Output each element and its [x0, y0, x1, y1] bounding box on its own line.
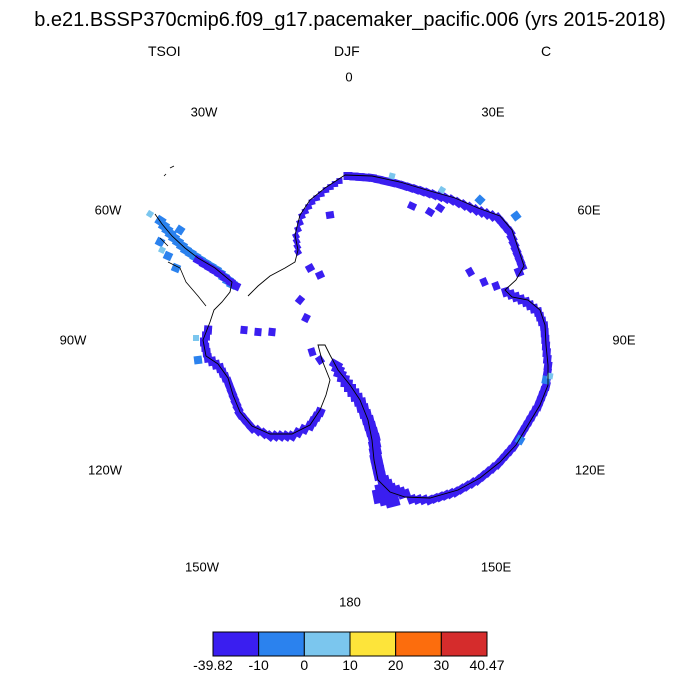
- grid-cell: [192, 254, 204, 266]
- grid-cell: [192, 334, 200, 342]
- colorbar-swatch: [303, 631, 351, 657]
- lon-label-30e: 30E: [481, 104, 505, 120]
- colorbar-swatch: [212, 631, 260, 657]
- grid-cell: [464, 266, 476, 278]
- grid-cell: [325, 210, 335, 220]
- coastline: [154, 174, 549, 499]
- colorbar-swatch: [349, 631, 397, 657]
- grid-cell: [374, 482, 391, 499]
- grid-cell: [406, 201, 418, 211]
- grid-cell: [434, 202, 446, 214]
- coastline-islands: [159, 165, 207, 307]
- colorbar-swatch: [440, 631, 488, 657]
- colorbar-tick-label: 20: [387, 657, 404, 673]
- grid-cell: [344, 384, 356, 392]
- grid-cell: [240, 325, 248, 335]
- lon-label-120w: 120W: [88, 462, 122, 478]
- lon-label-150e: 150E: [480, 559, 512, 575]
- grid-cell: [491, 281, 501, 291]
- lon-label-60w: 60W: [94, 202, 122, 218]
- units-label: C: [541, 43, 552, 59]
- lon-label-120e: 120E: [574, 462, 606, 478]
- grid-cell: [406, 493, 418, 505]
- colorbar-tick-label: -10: [248, 657, 269, 673]
- grid-cell: [170, 262, 182, 274]
- colorbar: [212, 631, 488, 657]
- grid-cell: [294, 294, 306, 306]
- tsoi-grid-cells: [145, 171, 554, 509]
- grid-cell: [294, 225, 302, 234]
- grid-cell: [154, 236, 166, 248]
- grid-cell: [162, 250, 174, 262]
- grid-cell: [388, 172, 396, 180]
- grid-cell: [307, 347, 317, 357]
- lon-label-30w: 30W: [190, 104, 218, 120]
- colorbar-swatch: [395, 631, 442, 657]
- grid-cell: [174, 224, 186, 236]
- colorbar-tick-label: 10: [342, 657, 358, 673]
- lon-label-150w: 150W: [185, 559, 219, 575]
- grid-cell: [268, 327, 276, 337]
- grid-cell: [157, 245, 167, 255]
- grid-cell: [193, 355, 203, 365]
- variable-label: TSOI: [148, 43, 181, 59]
- grid-cell: [510, 210, 522, 222]
- grid-cell: [254, 327, 262, 337]
- colorbar-tick-label: 30: [433, 657, 450, 673]
- grid-cell: [291, 231, 301, 241]
- lon-label-60e: 60E: [577, 202, 601, 218]
- lon-label-0: 0: [345, 69, 353, 85]
- grid-cell: [314, 270, 326, 280]
- grid-cell: [145, 209, 155, 219]
- grid-cell: [424, 206, 436, 218]
- lon-label-90w: 90W: [59, 332, 87, 348]
- grid-cell: [328, 358, 344, 372]
- colorbar-tick-label: 40.47: [469, 657, 505, 673]
- grid-cell: [304, 262, 316, 274]
- lon-label-180: 180: [339, 594, 361, 610]
- colorbar-swatch: [258, 631, 305, 657]
- colorbar-tick-label: -39.82: [193, 657, 233, 673]
- grid-cell: [437, 185, 447, 195]
- grid-cell: [474, 194, 486, 206]
- grid-cell: [479, 276, 489, 288]
- grid-cell: [301, 312, 311, 324]
- grid-cell: [314, 354, 326, 366]
- season-label: DJF: [334, 43, 360, 59]
- colorbar-tick-label: 0: [300, 657, 309, 673]
- lon-label-90e: 90E: [612, 332, 636, 348]
- plot-title: b.e21.BSSP370cmip6.f09_g17.pacemaker_pac…: [34, 9, 666, 31]
